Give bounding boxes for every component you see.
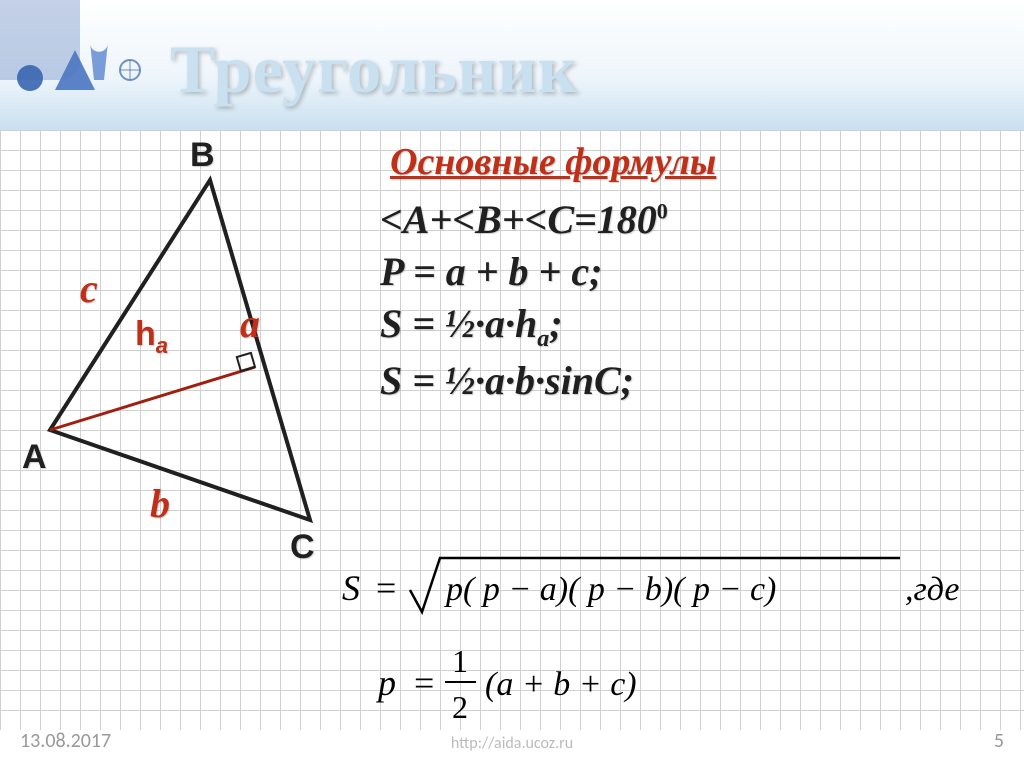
vertex-B: B bbox=[190, 136, 215, 175]
formulas-subtitle: Основные формулы bbox=[390, 140, 1000, 184]
slide-title: Треугольник bbox=[170, 30, 578, 109]
formula-area-height: S = ½·a·ha; bbox=[380, 298, 1000, 355]
vertex-A: A bbox=[22, 438, 47, 477]
side-a: a bbox=[240, 300, 260, 347]
svg-text:2: 2 bbox=[452, 689, 468, 725]
vertex-C: C bbox=[290, 528, 315, 567]
triangle-diagram: B A C c a b ha bbox=[20, 150, 360, 570]
svg-text:(a + b + c): (a + b + c) bbox=[485, 666, 637, 703]
altitude-label: ha bbox=[135, 315, 168, 359]
side-c: c bbox=[80, 265, 98, 312]
svg-text:=: = bbox=[376, 568, 396, 608]
side-b: b bbox=[150, 480, 170, 527]
svg-text:,где: ,где bbox=[905, 571, 959, 608]
formulas-block: Основные формулы <A+<B+<C=1800 P = a + b… bbox=[380, 140, 1000, 407]
svg-text:=: = bbox=[414, 663, 434, 703]
svg-text:p( p − a)( p − b)( p − c): p( p − a)( p − b)( p − c) bbox=[444, 571, 776, 608]
formula-semiperimeter: p = 1 2 (a + b + c) bbox=[370, 640, 770, 730]
footer-url: http://aida.ucoz.ru bbox=[451, 734, 573, 753]
footer-page-number: 5 bbox=[994, 729, 1004, 753]
formula-angle-sum: <A+<B+<C=1800 bbox=[380, 194, 1000, 246]
footer-date: 13.08.2017 bbox=[20, 729, 111, 753]
formula-heron: S = p( p − a)( p − b)( p − c) ,где bbox=[340, 550, 1000, 630]
header-geometry-icons bbox=[0, 0, 160, 130]
svg-text:p: p bbox=[375, 663, 396, 703]
formula-area-sine: S = ½·a·b·sinC; bbox=[380, 355, 1000, 407]
heron-S: S bbox=[342, 568, 360, 608]
svg-text:1: 1 bbox=[452, 643, 468, 679]
formula-perimeter: P = a + b + c; bbox=[380, 246, 1000, 298]
